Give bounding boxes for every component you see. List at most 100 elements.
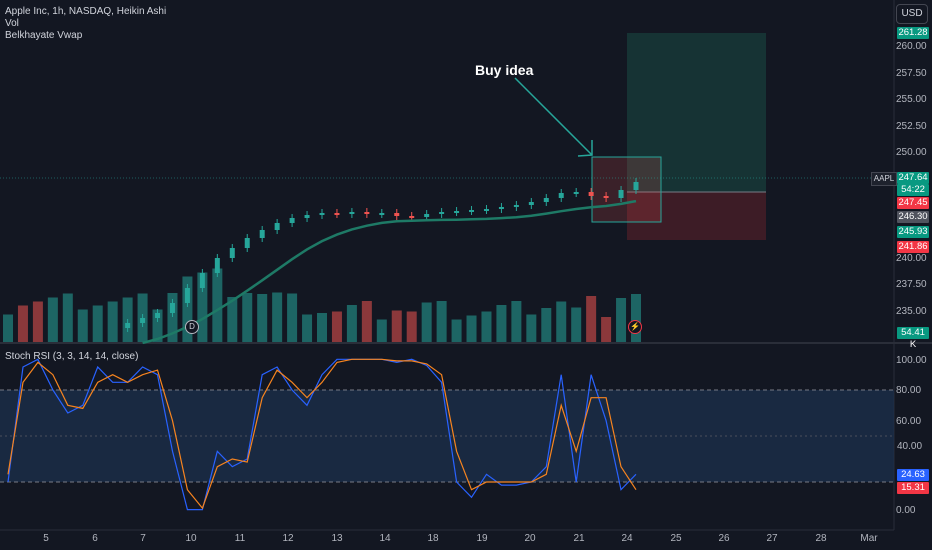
volume-bar: [3, 314, 13, 342]
volume-bar: [391, 310, 402, 342]
volume-bar: [302, 314, 313, 342]
candle: [364, 212, 370, 214]
arrow-line[interactable]: [514, 77, 593, 156]
arrow-head: [577, 140, 593, 157]
time-tick: 11: [234, 533, 246, 544]
candle: [140, 318, 146, 323]
candle: [454, 211, 460, 213]
vwap-indicator-label[interactable]: Belkhayate Vwap: [5, 30, 83, 41]
time-tick: 14: [379, 533, 391, 544]
time-tick: 7: [140, 533, 146, 544]
candle: [199, 273, 205, 288]
stoch-rsi-title[interactable]: Stoch RSI (3, 3, 14, 14, close): [5, 351, 139, 362]
volume-bar: [451, 319, 462, 342]
rsi-axis[interactable]: 100.00 80.00 60.00 0.00: [896, 343, 932, 530]
time-tick: 27: [766, 533, 778, 544]
candle: [618, 190, 624, 198]
volume-bar: [496, 305, 507, 342]
volume-bar: [526, 314, 537, 342]
candle: [409, 216, 415, 218]
candle: [289, 218, 295, 223]
time-tick: 26: [718, 533, 730, 544]
earnings-marker[interactable]: ⚡: [628, 320, 642, 334]
volume-bar: [257, 294, 268, 342]
candle: [304, 215, 310, 218]
currency-button[interactable]: USD: [896, 4, 928, 24]
candle: [513, 205, 519, 207]
volume-bar: [242, 293, 253, 342]
candle: [259, 230, 265, 238]
candle: [184, 288, 190, 303]
time-tick: 5: [43, 533, 49, 544]
volume-bar: [32, 301, 43, 342]
buy-idea-annotation[interactable]: Buy idea: [475, 62, 534, 78]
price-tick: 255.00: [896, 94, 927, 105]
candle: [588, 192, 594, 196]
target-price-tag: 261.28: [897, 27, 929, 39]
price-tick: 257.50: [896, 68, 927, 79]
candle: [394, 213, 400, 216]
stoch-k-tag: 24.63: [897, 469, 929, 481]
price-tick: 237.50: [896, 279, 927, 290]
candle: [214, 258, 220, 273]
volume-bar: [17, 305, 28, 342]
candle: [439, 212, 445, 214]
volume-bar: [511, 301, 522, 342]
candle: [155, 313, 161, 318]
volume-bar: [421, 302, 432, 342]
vwap-line: [142, 199, 637, 345]
volume-bar: [77, 309, 88, 342]
volume-bar: [481, 311, 492, 342]
price-tick: 250.00: [896, 147, 927, 158]
time-tick: 10: [185, 533, 197, 544]
stop-zone[interactable]: [627, 192, 766, 240]
volume-bar: [601, 317, 612, 342]
rsi-tick: 80.00: [896, 385, 922, 396]
volume-indicator-label[interactable]: Vol: [5, 18, 19, 29]
symbol-title[interactable]: Apple Inc, 1h, NASDAQ, Heikin Ashi: [5, 6, 167, 17]
price-tag-246-30: 246.30: [897, 211, 929, 223]
candle: [498, 207, 504, 209]
volume-bar: [167, 293, 178, 342]
volume-bar: [406, 311, 417, 342]
volume-tag: 54.41 K: [897, 327, 929, 350]
chart-legend[interactable]: Apple Inc, 1h, NASDAQ, Heikin Ashi Vol B…: [5, 6, 166, 42]
dividend-marker[interactable]: D: [185, 320, 199, 334]
volume-bar: [616, 298, 627, 342]
volume-bar: [92, 305, 103, 342]
time-tick: 13: [331, 533, 343, 544]
time-tick: Mar: [860, 533, 878, 544]
candle: [379, 213, 385, 215]
candle: [169, 303, 175, 313]
price-tag-247-45: 247.45: [897, 197, 929, 209]
rsi-tick: 60.00: [896, 416, 922, 427]
candle: [543, 198, 549, 202]
price-axis[interactable]: 260.00 257.50 255.00 252.50 250.00 240.0…: [896, 0, 932, 343]
rsi-tick: 0.00: [896, 505, 916, 516]
volume-bar: [331, 311, 342, 342]
volume-bar: [571, 307, 582, 342]
time-tick: 12: [282, 533, 294, 544]
stoch-rsi-d-line: [7, 358, 637, 510]
highlight-box[interactable]: [591, 156, 662, 223]
price-tick: 260.00: [896, 41, 927, 52]
volume-bar: [317, 313, 327, 342]
time-tick: 21: [573, 533, 585, 544]
candle: [558, 193, 564, 198]
candle: [528, 202, 534, 205]
time-tick: 20: [524, 533, 536, 544]
target-zone[interactable]: [627, 33, 766, 192]
symbol-tag: AAPL: [871, 172, 897, 186]
volume-bar: [586, 296, 597, 342]
volume-bar: [212, 268, 223, 342]
volume-bar: [197, 272, 208, 342]
candle: [469, 210, 475, 212]
candle: [244, 238, 250, 248]
volume-bar: [361, 301, 372, 342]
price-tick: 240.00: [896, 253, 927, 264]
volume-bar: [631, 294, 641, 342]
time-tick: 19: [476, 533, 488, 544]
volume-bars: [3, 268, 641, 342]
candle: [274, 223, 280, 230]
